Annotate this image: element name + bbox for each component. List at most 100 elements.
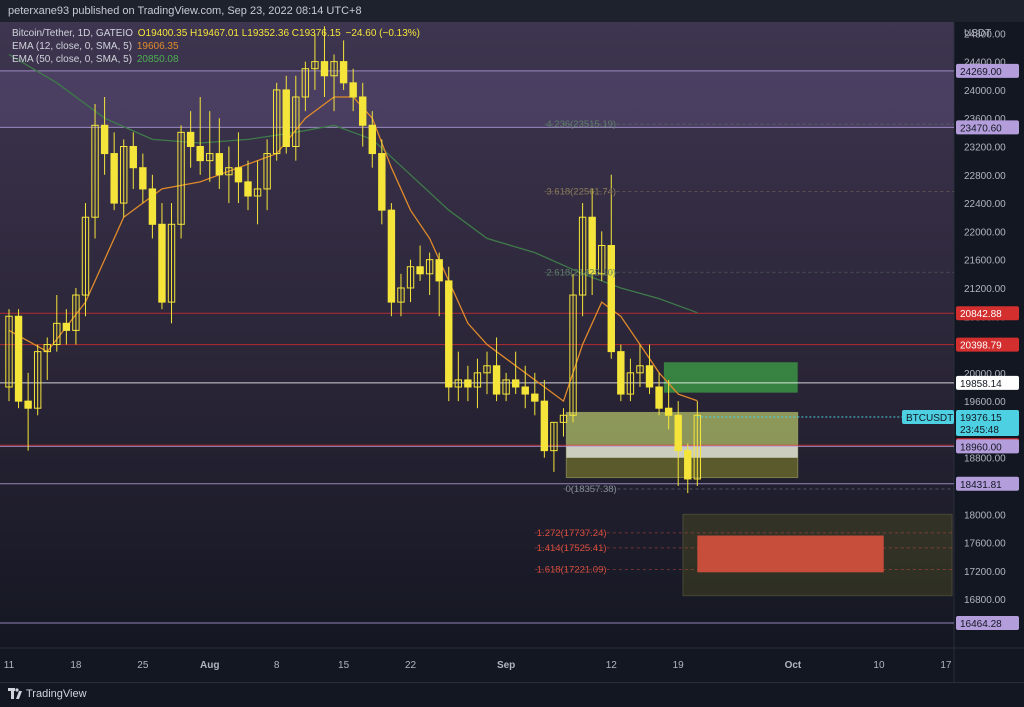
price-level-badge <box>956 615 1019 630</box>
time-tick-label: Aug <box>200 660 219 671</box>
legend-row-ema12: EMA (12, close, 0, SMA, 5) 19606.35 <box>12 41 181 52</box>
price-tick-label: 24800.00 <box>964 29 1006 40</box>
candle-body[interactable] <box>664 407 673 416</box>
candle-body[interactable] <box>578 216 587 296</box>
candle-body[interactable] <box>139 167 147 190</box>
time-tick-label: 15 <box>338 660 350 671</box>
green-target-box <box>663 362 798 393</box>
candle-body[interactable] <box>674 414 682 452</box>
candle-body[interactable] <box>445 280 453 388</box>
candle-body[interactable] <box>406 266 415 289</box>
candle-body[interactable] <box>425 259 434 275</box>
candle-body[interactable] <box>177 131 185 225</box>
candle-body[interactable] <box>253 188 262 197</box>
price-level-badge-label: 20398.79 <box>960 341 1002 352</box>
candle-body[interactable] <box>215 153 224 176</box>
candle-body[interactable] <box>550 421 558 452</box>
candle-body[interactable] <box>234 167 243 183</box>
currency-label: USDT <box>964 28 991 39</box>
candle-body[interactable] <box>206 153 214 162</box>
candle-body[interactable] <box>473 372 482 388</box>
price-tick-label: 17200.00 <box>964 567 1006 578</box>
price-level-badge <box>956 306 1019 321</box>
time-tick-label: 11 <box>4 660 15 671</box>
candle-body[interactable] <box>43 344 51 353</box>
candle-body[interactable] <box>100 124 109 155</box>
candle-body[interactable] <box>330 61 338 77</box>
candle-body[interactable] <box>186 131 195 147</box>
candle-body[interactable] <box>617 351 625 395</box>
candle-body[interactable] <box>588 216 596 275</box>
candle-body[interactable] <box>91 124 99 218</box>
price-level-badge <box>956 120 1019 135</box>
white-zone <box>566 445 798 458</box>
candle-body[interactable] <box>272 89 281 155</box>
candle-body[interactable] <box>282 89 290 147</box>
legend-row-symbol: Bitcoin/Tether, 1D, GATEIO O19400.35 H19… <box>12 28 422 39</box>
candle-body[interactable] <box>645 365 654 388</box>
candle-body[interactable] <box>693 414 702 480</box>
candle-body[interactable] <box>244 181 252 197</box>
candle-body[interactable] <box>120 145 128 204</box>
candle-body[interactable] <box>511 379 520 388</box>
candle-body[interactable] <box>81 216 90 296</box>
candle-body[interactable] <box>359 96 367 126</box>
candle-body[interactable] <box>72 294 80 331</box>
price-level-badge-label: 16464.28 <box>960 619 1002 630</box>
candle-body[interactable] <box>521 386 529 395</box>
candle-body[interactable] <box>559 414 568 423</box>
candle-body[interactable] <box>531 393 539 402</box>
chart-area[interactable]: 24800.00 24400.00 24000.00 23600.00 23200.00… <box>0 22 1024 682</box>
candle-body[interactable] <box>24 400 32 409</box>
candle-body[interactable] <box>607 245 615 353</box>
candle-body[interactable] <box>196 145 204 162</box>
candle-body[interactable] <box>598 245 606 275</box>
candle-body[interactable] <box>129 145 137 169</box>
candle-body[interactable] <box>636 365 644 374</box>
candle-body[interactable] <box>483 365 491 374</box>
time-tick-label: 22 <box>405 660 417 671</box>
candlestick-chart[interactable]: 24800.00 24400.00 24000.00 23600.00 23200.00… <box>0 22 1024 682</box>
candle-body[interactable] <box>378 153 386 211</box>
candle-body[interactable] <box>14 315 23 402</box>
candle-body[interactable] <box>148 188 157 225</box>
current-price-badge <box>956 409 1019 436</box>
candle-body[interactable] <box>655 386 663 409</box>
candle-body[interactable] <box>397 287 405 303</box>
price-tick-label: 17600.00 <box>964 539 1006 550</box>
candle-body[interactable] <box>263 153 271 190</box>
candle-body[interactable] <box>53 322 61 346</box>
candle-body[interactable] <box>626 372 635 395</box>
candle-body[interactable] <box>464 379 472 388</box>
candle-body[interactable] <box>569 294 577 416</box>
fib-level-label: 4.236(23515.19) <box>546 119 616 130</box>
candle-body[interactable] <box>492 365 501 395</box>
candle-body[interactable] <box>320 61 329 77</box>
candle-body[interactable] <box>435 259 443 282</box>
price-tick-label: 20000.00 <box>964 369 1006 380</box>
candle-body[interactable] <box>5 315 13 388</box>
candle-body[interactable] <box>225 167 233 176</box>
candle-body[interactable] <box>110 153 118 204</box>
candle-body[interactable] <box>301 68 310 98</box>
candle-body[interactable] <box>349 82 357 98</box>
time-tick-label: 19 <box>673 660 685 671</box>
candle-body[interactable] <box>167 223 176 303</box>
price-tick-label: 23200.00 <box>964 142 1006 153</box>
price-level-badge <box>956 439 1019 454</box>
candle-body[interactable] <box>387 209 396 303</box>
candle-body[interactable] <box>502 379 510 395</box>
candle-body[interactable] <box>416 266 424 275</box>
price-level-badge-label: 19858.14 <box>960 379 1002 390</box>
candle-body[interactable] <box>311 61 319 70</box>
legend-change: −24.60 (−0.13%) <box>345 28 421 39</box>
candle-body[interactable] <box>368 124 376 155</box>
candle-body[interactable] <box>540 400 549 452</box>
candle-body[interactable] <box>339 61 348 84</box>
candle-body[interactable] <box>158 223 166 303</box>
candle-body[interactable] <box>62 322 71 331</box>
candle-body[interactable] <box>292 96 300 147</box>
candle-body[interactable] <box>33 351 42 409</box>
candle-body[interactable] <box>454 379 463 388</box>
candle-body[interactable] <box>684 450 692 480</box>
